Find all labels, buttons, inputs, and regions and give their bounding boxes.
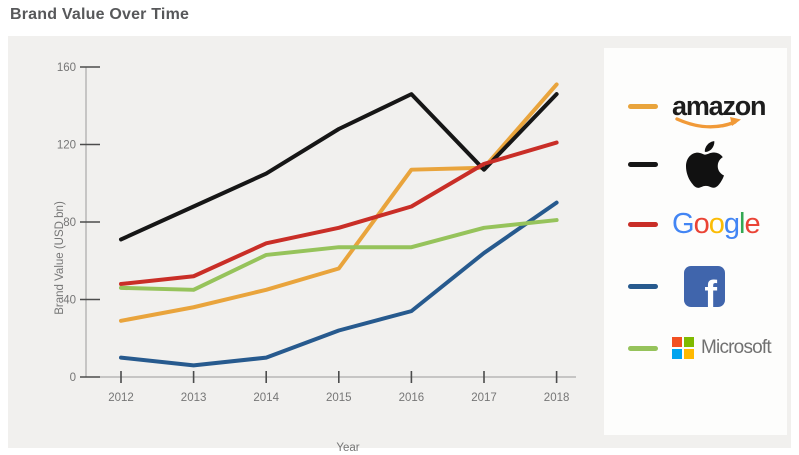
facebook-square-icon: f — [684, 265, 725, 307]
svg-text:0: 0 — [70, 372, 76, 384]
apple-logo-icon — [686, 140, 724, 188]
svg-text:2012: 2012 — [108, 392, 134, 404]
microsoft-logo: Microsoft — [672, 337, 772, 359]
apple-line-swatch — [628, 161, 658, 167]
svg-text:120: 120 — [57, 140, 76, 152]
amazon-smile-icon — [675, 116, 741, 128]
google-letter: o — [693, 207, 710, 240]
svg-text:2015: 2015 — [326, 392, 352, 404]
svg-text:2013: 2013 — [181, 392, 207, 404]
google-letter: G — [672, 207, 695, 240]
facebook-line-swatch — [628, 283, 658, 289]
svg-text:40: 40 — [63, 295, 76, 307]
google-letter: g — [723, 207, 740, 240]
ms-square-red — [672, 337, 682, 347]
google-line-swatch — [628, 221, 658, 227]
svg-text:2017: 2017 — [471, 392, 497, 404]
microsoft-line-swatch — [628, 345, 658, 351]
ms-square-green — [684, 337, 694, 347]
facebook-f-letter: f — [704, 273, 717, 307]
microsoft-wordmark: Microsoft — [701, 337, 772, 358]
microsoft-grid-icon — [672, 337, 694, 359]
svg-text:2018: 2018 — [544, 392, 570, 404]
google-letter: e — [744, 207, 760, 240]
legend-item-amazon: amazon — [604, 78, 787, 134]
facebook-logo: f — [684, 265, 725, 307]
legend-item-apple — [604, 136, 787, 192]
google-letter: l — [738, 207, 746, 240]
amazon-logo: amazon — [672, 90, 767, 128]
ms-square-blue — [672, 349, 682, 359]
amazon-wordmark: amazon — [672, 90, 767, 121]
page-title: Brand Value Over Time — [10, 6, 190, 23]
svg-text:2014: 2014 — [253, 392, 279, 404]
svg-text:160: 160 — [57, 62, 76, 74]
ms-square-yellow — [684, 349, 694, 359]
legend-item-facebook: f — [604, 258, 787, 314]
x-axis-title: Year — [336, 442, 360, 454]
svg-text:2016: 2016 — [399, 392, 425, 404]
legend-item-microsoft: Microsoft — [604, 320, 787, 376]
amazon-line-swatch — [628, 103, 658, 109]
google-letter: o — [708, 207, 725, 240]
apple-logo — [686, 140, 724, 188]
svg-text:80: 80 — [63, 217, 76, 229]
